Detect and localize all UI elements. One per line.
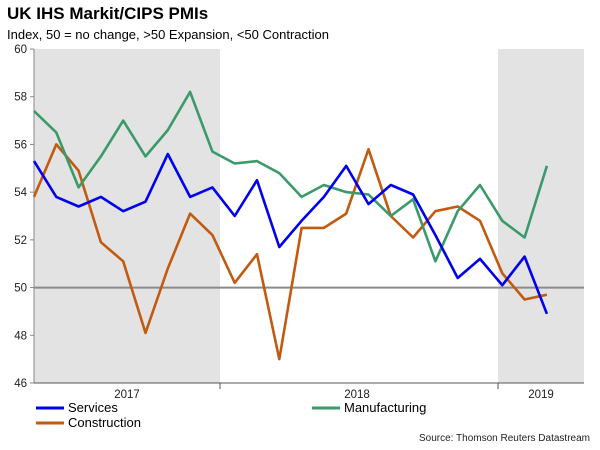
source-note: Source: Thomson Reuters Datastream [418, 433, 590, 444]
y-tick-label-54: 54 [14, 187, 27, 199]
series-line-services [32, 152, 549, 315]
shade-2019 [498, 49, 584, 383]
x-tick-label-2018: 2018 [344, 389, 370, 401]
legend-label-manufacturing: Manufacturing [344, 400, 426, 415]
y-tick-label-48: 48 [14, 330, 27, 342]
chart-title: UK IHS Markit/CIPS PMIs [7, 4, 209, 23]
legend-label-construction: Construction [68, 415, 141, 430]
legend-label-services: Services [68, 400, 118, 415]
chart-subtitle: Index, 50 = no change, >50 Expansion, <5… [7, 27, 329, 42]
x-tick-label-2019: 2019 [528, 389, 554, 401]
series-line-construction [32, 143, 548, 361]
y-tick-label-58: 58 [14, 92, 27, 104]
series-line-manufacturing [33, 90, 549, 263]
x-tick-label-2017: 2017 [114, 389, 140, 401]
y-tick-label-50: 50 [14, 283, 27, 295]
y-tick-label-52: 52 [14, 235, 27, 247]
y-tick-label-56: 56 [14, 139, 27, 151]
y-tick-label-46: 46 [14, 378, 27, 390]
y-tick-label-60: 60 [14, 44, 27, 56]
